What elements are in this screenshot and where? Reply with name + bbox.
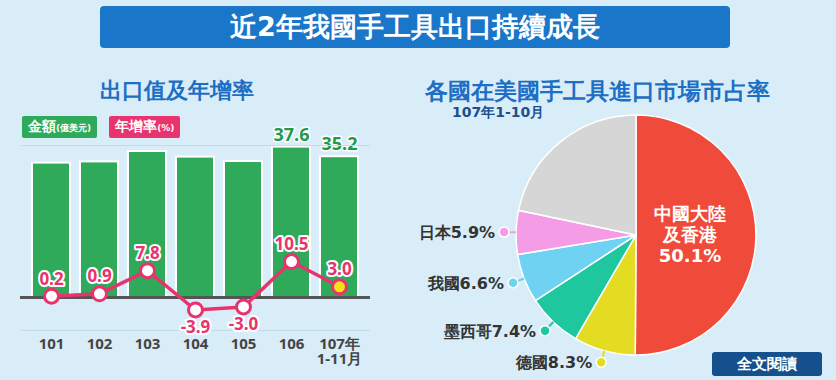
svg-text:7.8: 7.8 (135, 241, 160, 264)
html-text:金額(億美元): 金額(億美元) (28, 118, 92, 134)
html-text:各國在美國手工具進口市場市占率: 各國在美國手工具進口市場市占率 (425, 78, 770, 104)
svg-text:101: 101 (39, 333, 65, 353)
svg-text:103: 103 (135, 333, 161, 353)
svg-text:37.6: 37.6 (274, 122, 310, 146)
svg-text:-3.0: -3.0 (229, 312, 259, 335)
svg-text:-3.9: -3.9 (181, 315, 211, 338)
html-text:107年1-10月: 107年1-10月 (452, 104, 545, 120)
html-text:近2年我國手工具出口持續成長: 近2年我國手工具出口持續成長 (230, 11, 600, 42)
svg-text:中國大陸及香港50.1%: 中國大陸及香港50.1% (654, 203, 726, 266)
html-text:全文閱讀: 全文閱讀 (737, 355, 797, 373)
svg-text:104: 104 (182, 333, 209, 354)
svg-text:105: 105 (231, 333, 257, 353)
svg-text:10.5: 10.5 (275, 232, 309, 255)
svg-text:107年1-11月: 107年1-11月 (317, 333, 363, 368)
svg-text:墨西哥7.4%: 墨西哥7.4% (443, 322, 536, 341)
svg-text:35.2: 35.2 (322, 131, 358, 155)
svg-text:3.0: 3.0 (327, 257, 352, 280)
svg-text:102: 102 (87, 333, 113, 353)
svg-text:0.9: 0.9 (87, 264, 112, 287)
svg-text:德國8.3%: 德國8.3% (515, 353, 592, 372)
svg-text:我國6.6%: 我國6.6% (427, 274, 504, 293)
svg-text:0.2: 0.2 (39, 267, 64, 290)
html-text:年增率(%): 年增率(%) (115, 118, 175, 134)
svg-text:日本5.9%: 日本5.9% (419, 223, 495, 242)
html-text:出口值及年增率: 出口值及年增率 (100, 78, 254, 103)
svg-text:106: 106 (279, 333, 305, 353)
